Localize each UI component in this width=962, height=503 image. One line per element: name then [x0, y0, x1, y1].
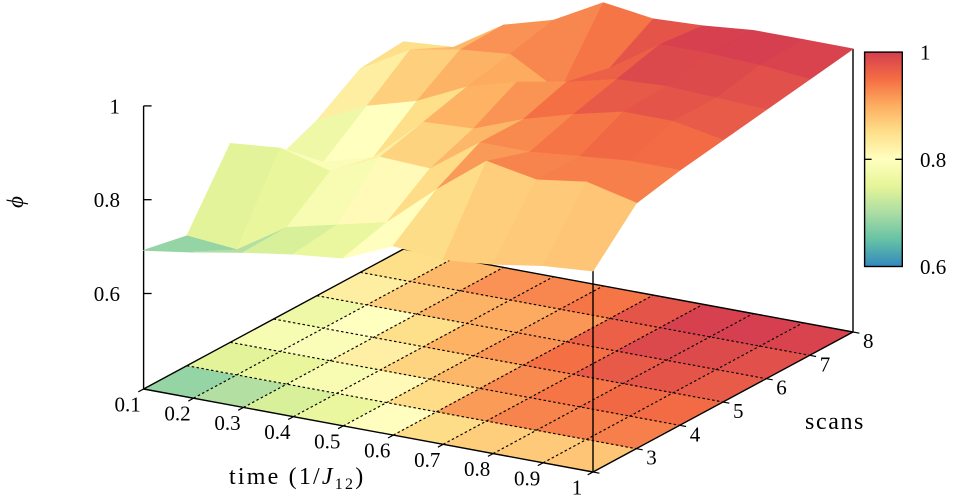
svg-text:0.8: 0.8 — [464, 457, 490, 481]
svg-text:scans: scans — [805, 409, 865, 435]
svg-text:0.6: 0.6 — [364, 439, 390, 463]
svg-text:0.2: 0.2 — [164, 402, 190, 426]
svg-text:0.6: 0.6 — [920, 255, 946, 279]
svg-text:5: 5 — [733, 399, 744, 423]
svg-text:4: 4 — [690, 422, 701, 446]
svg-text:0.1: 0.1 — [114, 393, 140, 417]
svg-text:ϕ: ϕ — [3, 196, 28, 208]
svg-text:0.3: 0.3 — [214, 411, 240, 435]
svg-text:8: 8 — [863, 329, 874, 353]
svg-text:0.5: 0.5 — [314, 429, 340, 453]
svg-text:6: 6 — [776, 376, 787, 400]
svg-text:1: 1 — [110, 94, 121, 118]
svg-text:0.8: 0.8 — [920, 148, 946, 172]
svg-text:0.7: 0.7 — [414, 448, 440, 472]
svg-text:1: 1 — [572, 476, 583, 499]
svg-text:0.4: 0.4 — [264, 420, 291, 444]
svg-text:7: 7 — [820, 352, 831, 376]
svg-text:1: 1 — [920, 41, 931, 65]
svg-text:0.6: 0.6 — [94, 282, 120, 306]
svg-text:0.9: 0.9 — [514, 466, 540, 490]
svg-text:0.8: 0.8 — [94, 188, 120, 212]
svg-text:3: 3 — [646, 446, 657, 470]
